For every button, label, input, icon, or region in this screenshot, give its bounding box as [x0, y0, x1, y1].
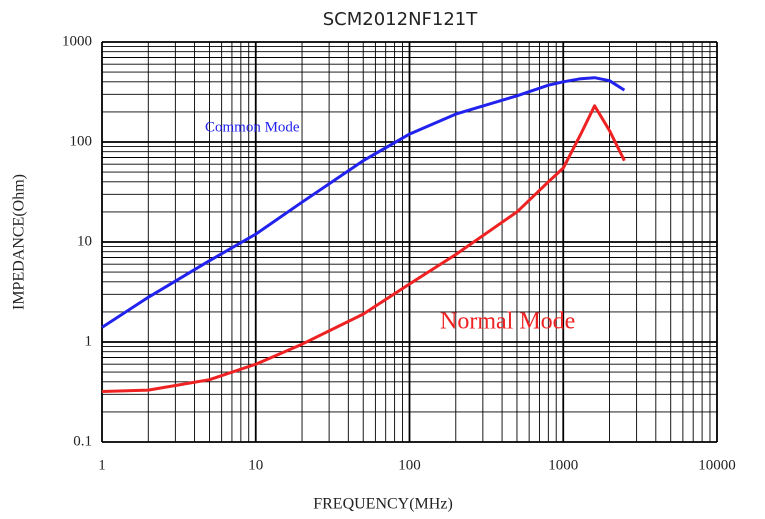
lines — [101, 76, 626, 393]
series-label: Common Mode — [205, 119, 300, 135]
y-tick-label: 10 — [77, 233, 92, 249]
y-tick-label: 1 — [85, 333, 93, 349]
series-label: Normal Mode — [440, 309, 575, 335]
x-tick-label: 10000 — [698, 457, 736, 473]
grid — [101, 41, 718, 443]
series-line — [101, 104, 626, 393]
y-tick-label: 1000 — [62, 33, 92, 49]
y-tick-label: 0.1 — [73, 433, 92, 449]
series-line — [101, 76, 626, 329]
x-tick-label: 1 — [98, 457, 106, 473]
x-tick-label: 10 — [248, 457, 263, 473]
x-axis-label: FREQUENCY(MHz) — [313, 496, 453, 513]
y-axis-label: IMPEDANCE(Ohm) — [11, 174, 28, 310]
x-tick-label: 1000 — [548, 457, 578, 473]
chart-title: SCM2012NF121T — [323, 9, 479, 30]
y-tick-label: 100 — [70, 133, 93, 149]
x-tick-label: 100 — [398, 457, 421, 473]
